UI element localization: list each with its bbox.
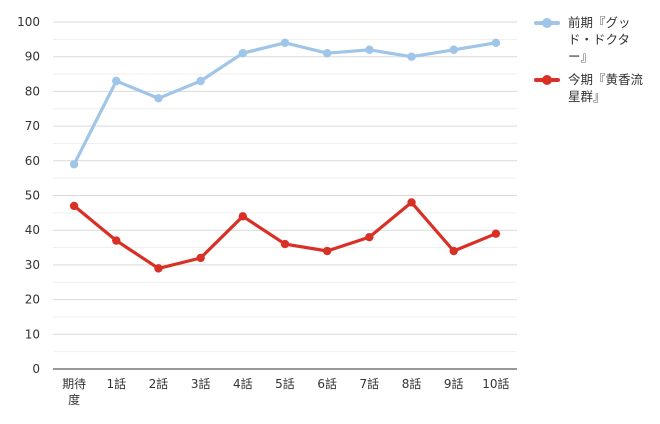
legend-label: 星群』 [568, 89, 606, 104]
y-tick-label: 0 [32, 362, 40, 376]
legend-item-2: 今期『黄香流 星群』 [534, 71, 656, 105]
series-line-2 [72, 200, 498, 270]
series-1-point [196, 76, 205, 86]
series-2-point [196, 253, 205, 263]
series-1-point [491, 38, 501, 48]
legend-label: 前期『グッ [568, 15, 631, 30]
chart-legend: 前期『グッド・ドクター』今期『黄香流 星群』 [534, 14, 656, 111]
series-1-point [280, 38, 290, 48]
x-tick-label: 7話 [360, 376, 380, 391]
x-tick-label: 期待 [62, 377, 86, 391]
legend-swatch [534, 18, 560, 28]
y-tick-label: 100 [17, 15, 40, 29]
x-tick-label: 6話 [317, 376, 337, 391]
series-2-point [449, 246, 458, 256]
y-tick-label: 10 [25, 327, 40, 341]
y-tick-label: 30 [25, 258, 40, 272]
legend-label: 今期『黄香流 [568, 72, 644, 87]
x-tick-label: 4話 [233, 376, 253, 391]
y-tick-label: 60 [25, 154, 40, 168]
legend-label: ー』 [568, 49, 594, 64]
series-2-point [322, 246, 332, 256]
y-tick-label: 20 [25, 293, 40, 307]
x-tick-label: 5話 [275, 376, 295, 391]
series-1-point [112, 76, 121, 86]
y-tick-label: 50 [25, 189, 40, 203]
series-1-point [407, 52, 416, 61]
y-tick-label: 90 [25, 50, 40, 64]
series-2-point [365, 232, 374, 242]
series-1-point [238, 49, 248, 58]
legend-label: ド・ドクタ [568, 32, 631, 47]
x-tick-label: 2話 [149, 376, 169, 391]
series-2-point [491, 229, 501, 238]
series-1-point [449, 45, 458, 54]
x-tick-label: 1話 [106, 376, 126, 391]
x-tick-label: 9話 [444, 376, 464, 391]
x-tick-label: 3話 [191, 376, 211, 391]
y-tick-label: 40 [25, 223, 40, 237]
legend-item-1: 前期『グッド・ドクター』 [534, 14, 656, 65]
series-2-point [69, 201, 79, 211]
y-tick-label: 70 [25, 119, 40, 133]
series-2-point [407, 198, 416, 207]
series-1-point [154, 94, 163, 103]
series-2-point [112, 236, 121, 245]
series-2-point [154, 264, 163, 273]
series-1-point [322, 49, 332, 58]
series-2-point [280, 239, 290, 249]
series-2-point [238, 212, 248, 221]
y-tick-label: 80 [25, 84, 40, 98]
x-tick-label: 8話 [402, 376, 422, 391]
series-1-point [365, 45, 374, 54]
series-1-point [69, 160, 79, 169]
series-line-1 [72, 41, 498, 166]
x-tick-label: 10話 [482, 376, 509, 391]
legend-swatch [534, 75, 560, 85]
x-tick-label: 度 [68, 392, 80, 407]
